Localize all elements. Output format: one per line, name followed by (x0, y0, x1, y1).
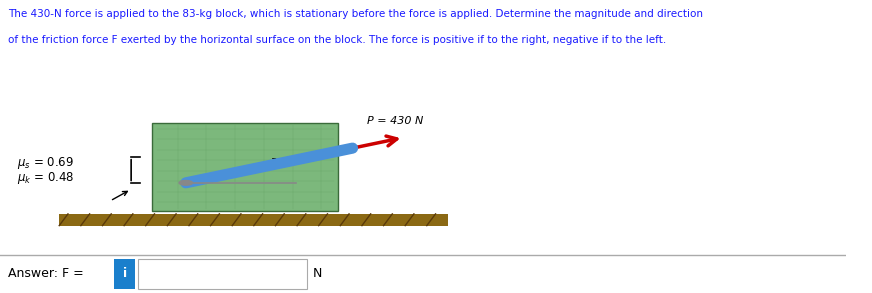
FancyBboxPatch shape (114, 259, 135, 289)
Bar (153, 123, 338, 211)
Text: Answer: F =: Answer: F = (9, 268, 85, 280)
Text: 31°: 31° (270, 158, 290, 168)
Text: $\mu_s$ = 0.69: $\mu_s$ = 0.69 (17, 155, 74, 171)
FancyBboxPatch shape (138, 259, 307, 289)
Text: P = 430 N: P = 430 N (367, 116, 423, 126)
Text: N: N (313, 268, 323, 280)
Text: of the friction force F exerted by the horizontal surface on the block. The forc: of the friction force F exerted by the h… (9, 35, 667, 45)
Text: $\mu_k$ = 0.48: $\mu_k$ = 0.48 (17, 170, 74, 185)
Bar (59, 214, 448, 226)
Text: i: i (123, 268, 126, 280)
Text: The 430-N force is applied to the 83-kg block, which is stationary before the fo: The 430-N force is applied to the 83-kg … (9, 9, 704, 19)
Circle shape (179, 180, 193, 185)
